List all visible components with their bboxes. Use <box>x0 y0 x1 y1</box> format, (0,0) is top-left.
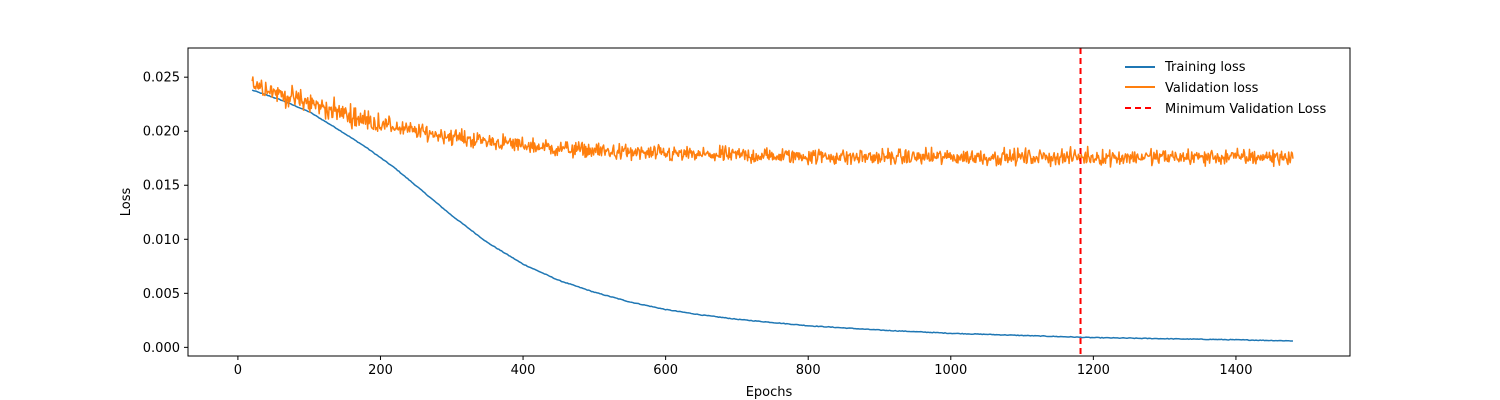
series-layer <box>251 48 1294 356</box>
y-tick-label: 0.010 <box>143 233 180 248</box>
legend: Training loss Validation loss Minimum Va… <box>1112 54 1344 122</box>
x-tick-label: 600 <box>653 363 678 378</box>
legend-label-training: Training loss <box>1164 60 1246 75</box>
x-tick-label: 400 <box>511 363 536 378</box>
x-tick-label: 1200 <box>1077 363 1110 378</box>
y-tick-label: 0.000 <box>143 341 180 356</box>
x-tick-label: 200 <box>368 363 393 378</box>
y-tick-label: 0.025 <box>143 71 180 86</box>
plot-frame <box>187 47 1351 357</box>
x-tick-label: 800 <box>796 363 821 378</box>
training-loss-line <box>251 89 1293 342</box>
validation-loss-line <box>251 76 1294 168</box>
legend-label-min-val: Minimum Validation Loss <box>1165 102 1326 117</box>
y-tick-label: 0.015 <box>143 179 180 194</box>
x-tick-label: 1000 <box>934 363 967 378</box>
y-tick-label: 0.020 <box>143 125 180 140</box>
y-axis-label: Loss <box>119 188 134 217</box>
legend-label-validation: Validation loss <box>1165 81 1259 96</box>
x-tick-label: 1400 <box>1219 363 1252 378</box>
axes-layer: 0 200 400 600 800 1000 1200 1400 0.000 0.005 0.010… <box>143 47 1351 378</box>
x-axis-label: Epochs <box>746 385 793 400</box>
x-tick-label: 0 <box>234 363 242 378</box>
y-tick-label: 0.005 <box>143 287 180 302</box>
